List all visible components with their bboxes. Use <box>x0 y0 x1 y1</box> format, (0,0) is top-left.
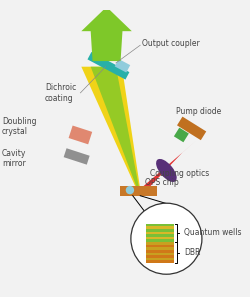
Bar <box>146 252 174 255</box>
Bar <box>146 232 174 234</box>
Bar <box>115 59 130 72</box>
Text: Dichroic
coating: Dichroic coating <box>45 83 76 102</box>
Bar <box>146 226 174 229</box>
Bar <box>177 117 206 140</box>
Polygon shape <box>142 140 196 195</box>
Text: Coupling optics: Coupling optics <box>150 169 209 178</box>
Bar <box>146 234 174 237</box>
Text: Quantum wells: Quantum wells <box>184 228 242 237</box>
Bar <box>146 258 174 260</box>
Ellipse shape <box>156 159 177 182</box>
Text: Doubling
crystal: Doubling crystal <box>2 117 36 136</box>
Text: Output coupler: Output coupler <box>142 39 200 48</box>
Bar <box>146 229 174 232</box>
Polygon shape <box>91 67 139 189</box>
Bar <box>146 239 174 242</box>
Bar <box>64 148 90 165</box>
Circle shape <box>131 203 202 274</box>
Text: DBR: DBR <box>184 248 201 257</box>
Bar <box>146 255 174 258</box>
Bar <box>88 52 130 80</box>
Circle shape <box>126 186 134 194</box>
Text: Cavity
mirror: Cavity mirror <box>2 148 26 168</box>
Bar <box>146 260 174 263</box>
Bar <box>146 250 174 252</box>
Text: Pump diode: Pump diode <box>176 107 221 116</box>
Bar <box>174 128 189 142</box>
Bar <box>146 247 174 250</box>
Bar <box>146 224 174 226</box>
Polygon shape <box>81 7 132 61</box>
Bar <box>146 237 174 239</box>
Bar <box>146 242 174 245</box>
Bar <box>120 186 157 196</box>
Text: OPS chip: OPS chip <box>145 178 179 187</box>
Polygon shape <box>81 67 140 189</box>
Bar <box>68 126 92 144</box>
Bar <box>146 245 174 247</box>
